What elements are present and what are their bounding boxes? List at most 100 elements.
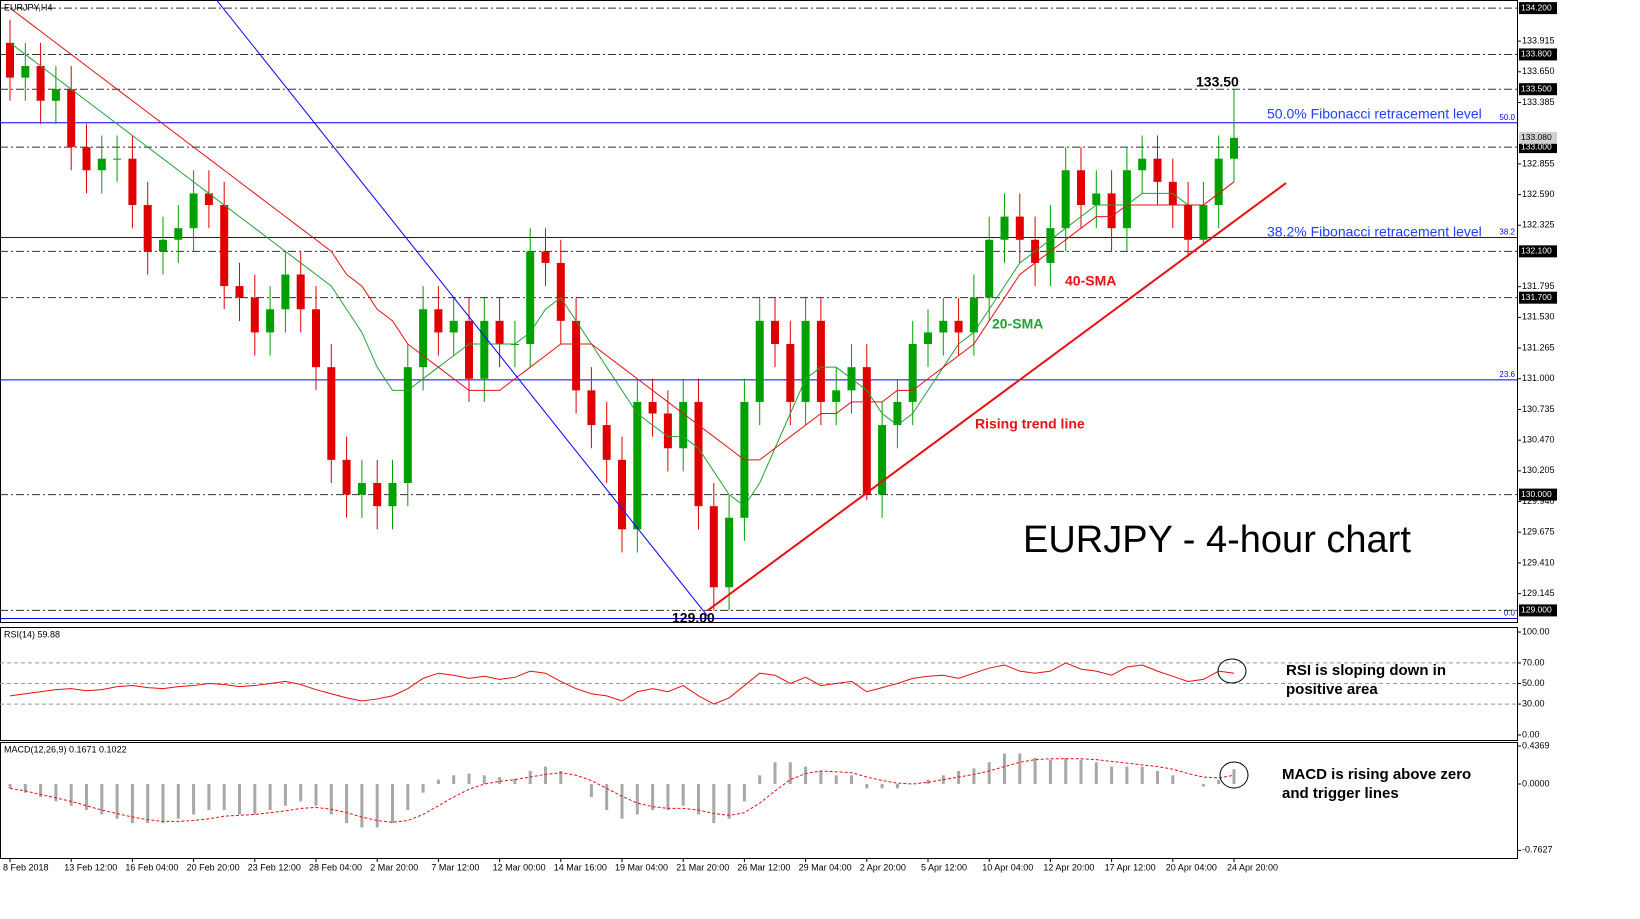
candle-body [633, 401, 642, 530]
y-tick-label: 130.735 [1522, 404, 1555, 414]
headline: EURJPY - 4-hour chart [1023, 519, 1411, 561]
x-tick-label: 17 Apr 12:00 [1105, 862, 1156, 872]
candle-body [969, 297, 978, 333]
chart-title: EURJPY,H4 [4, 2, 52, 12]
fib-label: 23.6 [1499, 370, 1515, 379]
candle-body [602, 425, 611, 460]
candle-body [1214, 158, 1223, 206]
candle-body [357, 483, 366, 495]
candle-body [82, 147, 91, 171]
candle-body [954, 320, 963, 333]
candle-body [556, 262, 565, 321]
candle-body [113, 158, 122, 160]
candle-body [6, 42, 14, 78]
macd-panel [0, 742, 1518, 859]
candle-body [755, 320, 764, 402]
candle-body [480, 320, 489, 379]
candle-body [771, 320, 779, 345]
level-box [1519, 83, 1557, 96]
level-label: 132.100 [1521, 246, 1552, 256]
x-tick-label: 20 Apr 04:00 [1166, 862, 1217, 872]
y-tick-label: -0.7627 [1522, 845, 1553, 855]
level-box [1519, 245, 1557, 258]
candle-body [1184, 205, 1193, 240]
x-tick-label: 19 Mar 04:00 [615, 862, 668, 872]
candle-body [159, 239, 167, 252]
y-tick-label: 0.4369 [1522, 740, 1550, 750]
fib-label: 38.2 [1499, 228, 1515, 237]
candle-body [893, 401, 902, 426]
candle-body [648, 401, 657, 414]
candle-body [128, 158, 137, 206]
annotation: 133.50 [1196, 74, 1239, 90]
candle-body [204, 193, 213, 206]
y-tick-label: 132.590 [1522, 189, 1555, 199]
series-label: 20-SMA [992, 316, 1043, 332]
candle-body [939, 320, 948, 333]
candle-body [694, 401, 703, 507]
macd-title: MACD(12,26,9) 0.1671 0.1022 [4, 744, 127, 754]
x-tick-label: 21 Mar 20:00 [676, 862, 729, 872]
candle-body [526, 251, 535, 345]
candle-body [342, 459, 351, 495]
candle-body [709, 506, 718, 588]
y-tick-label: 131.530 [1522, 312, 1555, 322]
annotation: 38.2% Fibonacci retracement level [1267, 224, 1482, 240]
price-marker-label: 133.080 [1521, 132, 1552, 142]
level-box [1519, 2, 1557, 15]
y-tick-label: 130.205 [1522, 465, 1555, 475]
level-box [1519, 488, 1557, 501]
candle-body [1046, 228, 1055, 263]
candle-body [266, 309, 275, 333]
level-label: 134.200 [1521, 2, 1552, 12]
x-tick-label: 2 Mar 20:00 [370, 862, 418, 872]
rsi-note: RSI is sloping down in [1286, 662, 1446, 679]
candle-body [832, 390, 841, 402]
candle-body [618, 459, 626, 530]
candle-body [1107, 193, 1116, 229]
candle-body [786, 344, 795, 402]
candle-body [985, 239, 994, 298]
level-box [1519, 604, 1557, 617]
y-tick-label: 70.00 [1522, 657, 1545, 667]
x-tick-label: 12 Mar 00:00 [493, 862, 546, 872]
level-box [1519, 141, 1557, 154]
candle-body [327, 367, 336, 460]
y-tick-label: 100.00 [1522, 626, 1550, 636]
x-tick-label: 8 Feb 2018 [3, 862, 49, 872]
rsi-title: RSI(14) 59.88 [4, 629, 60, 639]
candle-body [495, 320, 504, 345]
candle-body [1061, 170, 1070, 229]
y-tick-label: 130.470 [1522, 435, 1555, 445]
candle-body [924, 332, 932, 345]
candle-body [281, 274, 290, 310]
candle-body [587, 390, 596, 426]
x-tick-label: 10 Apr 04:00 [982, 862, 1033, 872]
y-tick-label: 131.795 [1522, 281, 1555, 291]
rsi-line [9, 662, 1235, 705]
candle-body [21, 66, 30, 78]
series-label: 40-SMA [1065, 273, 1116, 289]
x-tick-label: 7 Mar 12:00 [431, 862, 479, 872]
trend-line [216, 0, 709, 617]
candle-body [572, 320, 581, 391]
x-tick-label: 2 Apr 20:00 [860, 862, 906, 872]
sma-line [9, 42, 1235, 507]
candle-body [801, 320, 810, 402]
level-box [1519, 48, 1557, 61]
candle-body [1077, 170, 1085, 206]
candle-body [419, 309, 428, 368]
candle-body [663, 413, 672, 449]
candle-body [235, 286, 244, 298]
price-marker [1519, 131, 1557, 144]
x-tick-label: 23 Feb 12:00 [248, 862, 301, 872]
candle-body [878, 425, 887, 495]
price-panel [0, 0, 1518, 623]
candle-body [725, 517, 734, 588]
candle-body [1015, 216, 1024, 240]
candle-body [434, 309, 443, 333]
candle-body [143, 205, 152, 252]
annotation: Rising trend line [975, 416, 1085, 432]
highlight-circle [1217, 658, 1247, 684]
